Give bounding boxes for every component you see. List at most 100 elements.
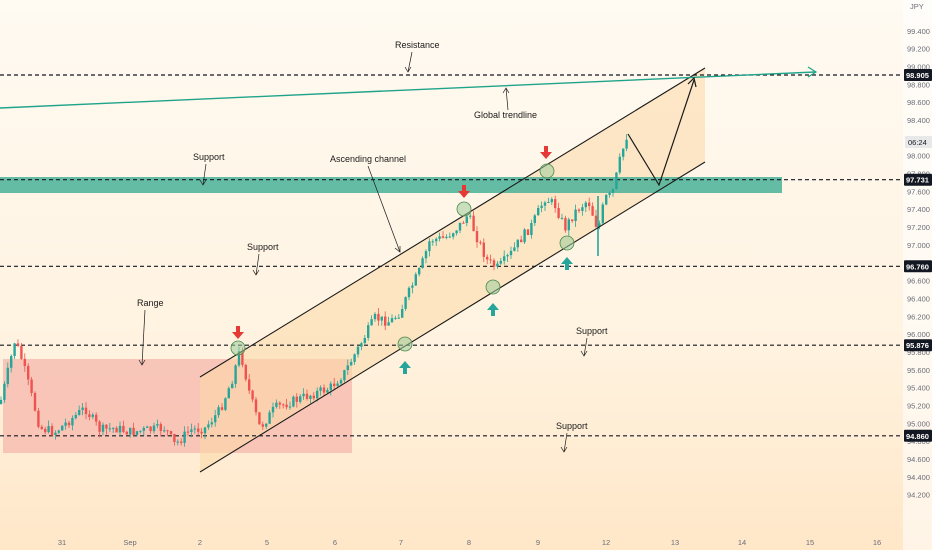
candle (353, 353, 356, 365)
channel-fill (200, 68, 705, 472)
candle (390, 314, 394, 323)
level-label: 98.905 (906, 71, 929, 80)
candle (350, 358, 353, 366)
candle (547, 197, 550, 203)
candle (574, 204, 577, 227)
candle (462, 220, 465, 224)
y-tick-label: 99.400 (907, 27, 930, 36)
candle (16, 339, 20, 347)
candle (95, 412, 98, 426)
candle (588, 197, 591, 211)
bounce-arrows (399, 257, 573, 374)
candle (363, 335, 366, 344)
candle (50, 423, 54, 437)
candle (159, 422, 162, 437)
candle (370, 315, 373, 326)
candle (309, 394, 312, 404)
annotation-ascending-channel: Ascending channel (330, 154, 406, 164)
candle (224, 397, 227, 412)
candle (513, 242, 516, 252)
annotation-support-zone: Support (193, 152, 225, 162)
candle (506, 253, 509, 262)
candle (424, 249, 428, 264)
y-tick-label: 97.400 (907, 205, 930, 214)
level-labels: 98.905 97.731 96.760 95.876 94.860 (904, 69, 932, 442)
candle (278, 401, 281, 409)
x-tick-label: 16 (873, 538, 881, 547)
candle (560, 213, 564, 220)
candle (261, 421, 264, 430)
level-label: 94.860 (906, 432, 929, 441)
candle (499, 257, 502, 265)
candle (380, 316, 383, 326)
candle (557, 202, 560, 220)
candle (373, 312, 377, 322)
y-tick-label: 94.400 (907, 473, 930, 482)
y-tick-label: 97.000 (907, 241, 930, 250)
candle (319, 385, 322, 396)
candle (251, 389, 254, 403)
arrow-down-icon (540, 146, 552, 159)
candle (431, 239, 434, 246)
candle (74, 412, 77, 420)
level-label: 96.760 (906, 262, 929, 271)
candle (482, 238, 485, 262)
candle (67, 420, 71, 428)
candle (30, 376, 33, 397)
candle (329, 381, 332, 396)
candle (537, 205, 540, 216)
candle (197, 423, 200, 436)
candle (234, 364, 237, 388)
levels-layer (0, 74, 903, 437)
candle (91, 412, 94, 420)
candle (112, 427, 115, 433)
candle (203, 426, 207, 440)
y-tick-label: 96.600 (907, 277, 930, 286)
candle (404, 296, 407, 311)
candle (275, 399, 278, 409)
candle (183, 426, 186, 447)
price-axis[interactable] (903, 0, 932, 550)
candle (503, 250, 506, 265)
y-tick-label: 99.200 (907, 45, 930, 54)
candle (625, 134, 628, 152)
candle (108, 423, 111, 433)
candle (6, 362, 9, 388)
candle (190, 423, 193, 438)
annotation-global-trendline: Global trendline (474, 110, 537, 120)
candle (401, 304, 404, 318)
candle (452, 232, 455, 240)
candle (10, 354, 13, 373)
x-tick-label: 5 (265, 538, 269, 547)
candle (360, 341, 363, 351)
y-tick-label: 97.600 (907, 187, 930, 196)
candle (533, 213, 536, 226)
candle (217, 405, 220, 418)
y-tick-label: 98.400 (907, 116, 930, 125)
candle (543, 200, 547, 211)
x-tick-label: 12 (602, 538, 610, 547)
level-label-box (904, 339, 932, 352)
candle (54, 430, 57, 440)
candle (346, 359, 349, 375)
candle (530, 219, 533, 239)
y-tick-label: 95.800 (907, 348, 930, 357)
candle (149, 426, 152, 434)
candle (554, 195, 557, 213)
candle (581, 203, 584, 216)
candle (37, 408, 40, 429)
y-tick-label: 97.200 (907, 223, 930, 232)
candle (173, 433, 176, 446)
candle (441, 231, 445, 239)
candle (207, 420, 210, 430)
candle (367, 322, 370, 341)
current-price-tag: 06:24 (905, 136, 932, 148)
candle (81, 403, 84, 416)
candle (302, 388, 305, 400)
annotation-range: Range (137, 298, 164, 308)
candle (3, 381, 6, 403)
candle (285, 399, 288, 410)
candle (492, 258, 496, 271)
candle (339, 378, 343, 385)
